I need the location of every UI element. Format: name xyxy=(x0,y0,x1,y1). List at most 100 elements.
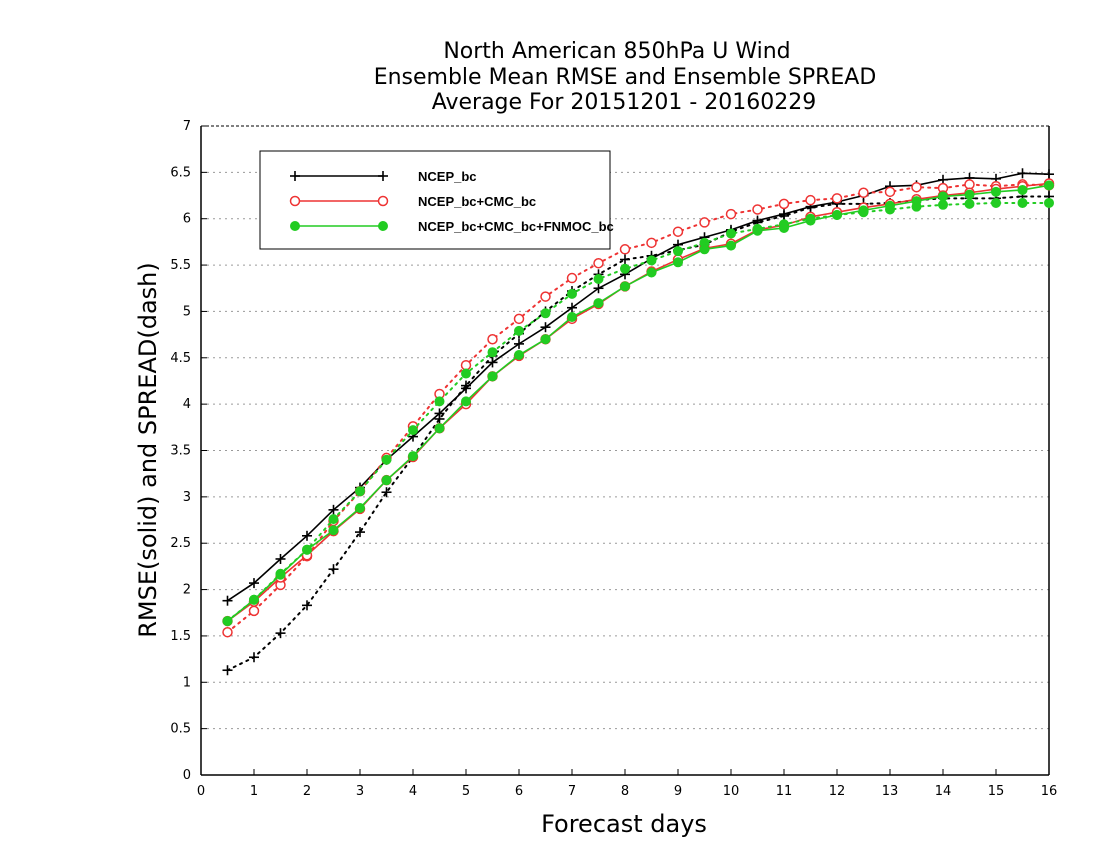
x-tick-label-12: 12 xyxy=(829,784,846,799)
y-tick-label-6-5: 6.5 xyxy=(170,165,191,180)
point-ncep-bc-cmc-bc-spread-23 xyxy=(831,193,843,204)
y-tick-label-2: 2 xyxy=(183,583,191,598)
x-tick-label-5: 5 xyxy=(462,784,470,799)
point-ncep-bc-cmc-bc-fnmoc-bc-spread-13 xyxy=(567,288,577,299)
point-ncep-bc-cmc-bc-spread-15 xyxy=(619,244,631,255)
point-ncep-bc-cmc-bc-fnmoc-bc-spread-27 xyxy=(938,199,948,210)
x-tick-label-11: 11 xyxy=(776,784,793,799)
point-ncep-bc-rmse-20 xyxy=(752,215,763,226)
x-tick-label-10: 10 xyxy=(723,784,740,799)
point-ncep-bc-cmc-bc-spread-17 xyxy=(672,226,684,237)
x-tick-label-0: 0 xyxy=(197,784,205,799)
y-tick-label-4: 4 xyxy=(183,397,191,412)
point-ncep-bc-cmc-bc-fnmoc-bc-rmse-12 xyxy=(540,334,551,345)
point-ncep-bc-spread-3 xyxy=(302,600,312,611)
legend-item-ncep-bc-cmc-bc-fnmoc-bc: NCEP_bc+CMC_bc+FNMOC_bc xyxy=(290,219,614,234)
x-tick-label-4: 4 xyxy=(409,784,417,799)
y-tick-label-5-5: 5.5 xyxy=(170,258,191,273)
point-ncep-bc-cmc-bc-fnmoc-bc-rmse-22 xyxy=(805,215,816,226)
point-ncep-bc-spread-15 xyxy=(620,254,630,265)
point-ncep-bc-cmc-bc-fnmoc-bc-rmse-14 xyxy=(593,298,604,309)
y-tick-label-3: 3 xyxy=(183,490,191,505)
point-ncep-bc-cmc-bc-spread-12 xyxy=(540,291,551,302)
point-ncep-bc-cmc-bc-fnmoc-bc-rmse-18 xyxy=(699,244,710,255)
point-ncep-bc-rmse-1 xyxy=(249,578,259,589)
line-ncep-bc-cmc-bc-fnmoc-bc-rmse xyxy=(226,184,1050,622)
point-ncep-bc-spread-5 xyxy=(355,527,365,538)
y-tick-label-7: 7 xyxy=(183,119,191,134)
point-ncep-bc-cmc-bc-fnmoc-bc-rmse-10 xyxy=(487,371,498,382)
x-axis-title: Forecast days xyxy=(541,810,707,838)
point-ncep-bc-cmc-bc-fnmoc-bc-spread-28 xyxy=(964,198,975,209)
point-ncep-bc-cmc-bc-fnmoc-bc-rmse-3 xyxy=(302,544,312,555)
legend-item-ncep-bc: NCEP_bc xyxy=(290,169,477,184)
y-tick-label-2-5: 2.5 xyxy=(170,536,191,551)
point-ncep-bc-cmc-bc-fnmoc-bc-rmse-29 xyxy=(991,186,1001,197)
point-ncep-bc-cmc-bc-fnmoc-bc-rmse-27 xyxy=(938,191,948,202)
point-ncep-bc-cmc-bc-fnmoc-bc-rmse-2 xyxy=(275,569,286,580)
point-ncep-bc-rmse-30 xyxy=(1017,168,1028,179)
point-ncep-bc-cmc-bc-spread-0 xyxy=(222,626,233,638)
point-ncep-bc-cmc-bc-fnmoc-bc-spread-5 xyxy=(355,486,365,497)
point-ncep-bc-cmc-bc-spread-10 xyxy=(487,333,498,345)
point-ncep-bc-cmc-bc-fnmoc-bc-rmse-16 xyxy=(646,267,657,278)
x-tick-label-16: 16 xyxy=(1041,784,1058,799)
point-ncep-bc-rmse-8 xyxy=(434,408,445,419)
title-line-2: Ensemble Mean RMSE and Ensemble SPREAD xyxy=(374,65,877,90)
point-ncep-bc-cmc-bc-fnmoc-bc-rmse-9 xyxy=(461,396,471,407)
point-ncep-bc-cmc-bc-fnmoc-bc-spread-7 xyxy=(408,425,418,436)
point-ncep-bc-rmse-12 xyxy=(540,322,551,333)
series-layer xyxy=(222,168,1055,676)
point-ncep-bc-cmc-bc-spread-18 xyxy=(699,217,710,228)
point-ncep-bc-cmc-bc-spread-26 xyxy=(911,181,922,193)
point-ncep-bc-cmc-bc-fnmoc-bc-spread-9 xyxy=(461,368,471,379)
point-ncep-bc-spread-0 xyxy=(222,665,233,676)
legend-marker-left-ncep-bc xyxy=(290,171,300,181)
legend-marker-right-ncep-bc-cmc-bc xyxy=(377,195,389,207)
x-tick-label-6: 6 xyxy=(515,784,523,799)
point-ncep-bc-cmc-bc-spread-9 xyxy=(460,359,472,371)
y-tick-label-0: 0 xyxy=(183,768,191,783)
point-ncep-bc-cmc-bc-fnmoc-bc-rmse-19 xyxy=(726,240,736,251)
point-ncep-bc-cmc-bc-fnmoc-bc-rmse-6 xyxy=(381,475,392,486)
point-ncep-bc-cmc-bc-spread-19 xyxy=(725,208,737,220)
point-ncep-bc-cmc-bc-spread-24 xyxy=(858,187,869,199)
series-ncep-bc-cmc-bc-fnmoc-bc xyxy=(222,180,1054,627)
point-ncep-bc-rmse-13 xyxy=(567,302,577,313)
title-line-1: North American 850hPa U Wind xyxy=(443,39,790,64)
chart-title: North American 850hPa U Wind Ensemble Me… xyxy=(374,39,877,115)
point-ncep-bc-cmc-bc-fnmoc-bc-spread-8 xyxy=(434,396,445,407)
y-axis-ticks: 0 0.5 1 1.5 2 2.5 3 3.5 4 4.5 5 5.5 6 6.5 7 xyxy=(170,119,207,783)
point-ncep-bc-cmc-bc-spread-16 xyxy=(646,237,657,249)
point-ncep-bc-cmc-bc-fnmoc-bc-spread-30 xyxy=(1017,197,1028,208)
x-axis-ticks: 0 1 2 3 4 5 6 7 8 9 10 11 12 13 14 15 16 xyxy=(197,769,1057,799)
point-ncep-bc-cmc-bc-spread-13 xyxy=(566,272,578,284)
x-tick-label-1: 1 xyxy=(250,784,258,799)
point-ncep-bc-rmse-3 xyxy=(302,530,312,541)
point-ncep-bc-rmse-14 xyxy=(593,283,604,294)
point-ncep-bc-rmse-9 xyxy=(461,383,471,394)
point-ncep-bc-cmc-bc-spread-1 xyxy=(248,605,260,617)
point-ncep-bc-cmc-bc-fnmoc-bc-rmse-28 xyxy=(964,189,975,200)
point-ncep-bc-spread-4 xyxy=(328,564,339,575)
point-ncep-bc-cmc-bc-spread-14 xyxy=(593,257,604,269)
point-ncep-bc-cmc-bc-fnmoc-bc-rmse-0 xyxy=(222,616,233,627)
legend-marker-left-ncep-bc-cmc-bc xyxy=(289,195,301,207)
point-ncep-bc-cmc-bc-spread-25 xyxy=(884,186,896,198)
y-tick-label-3-5: 3.5 xyxy=(170,444,191,459)
point-ncep-bc-cmc-bc-spread-22 xyxy=(805,194,816,206)
x-tick-label-14: 14 xyxy=(935,784,952,799)
y-tick-label-4-5: 4.5 xyxy=(170,351,191,366)
line-ncep-bc-cmc-bc-spread xyxy=(226,183,1050,634)
point-ncep-bc-cmc-bc-spread-21 xyxy=(778,198,790,210)
point-ncep-bc-cmc-bc-fnmoc-bc-rmse-11 xyxy=(514,350,524,361)
point-ncep-bc-cmc-bc-fnmoc-bc-rmse-25 xyxy=(885,200,895,211)
point-ncep-bc-rmse-21 xyxy=(779,209,789,220)
point-ncep-bc-cmc-bc-fnmoc-bc-spread-4 xyxy=(328,514,339,525)
point-ncep-bc-cmc-bc-fnmoc-bc-spread-29 xyxy=(991,197,1001,208)
point-ncep-bc-spread-2 xyxy=(275,628,286,639)
point-ncep-bc-cmc-bc-fnmoc-bc-rmse-8 xyxy=(434,423,445,434)
legend: NCEP_bc NCEP_bc+CMC_bc NCEP_bc+CMC_bc+FNMO… xyxy=(259,150,614,250)
legend-label-ncep-bc-cmc-bc: NCEP_bc+CMC_bc xyxy=(418,194,536,209)
legend-marker-left-ncep-bc-cmc-bc-fnmoc-bc xyxy=(290,221,300,231)
